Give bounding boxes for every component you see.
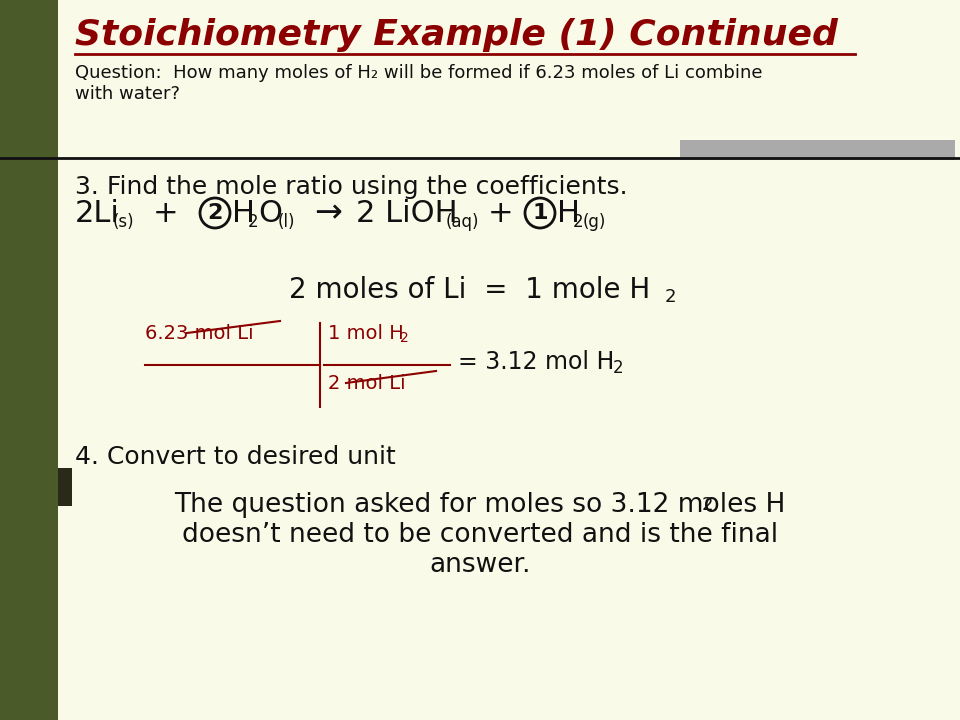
Text: H: H [232, 199, 255, 228]
Text: doesn’t need to be converted and is the final: doesn’t need to be converted and is the … [182, 522, 778, 548]
Text: (l): (l) [278, 213, 296, 231]
Text: O: O [258, 199, 282, 228]
Text: 4. Convert to desired unit: 4. Convert to desired unit [75, 445, 396, 469]
Text: 6.23 mol Li: 6.23 mol Li [145, 324, 253, 343]
Bar [58, 468, 72, 506]
Text: Question:  How many moles of H₂ will be formed if 6.23 moles of Li combine
with : Question: How many moles of H₂ will be f… [75, 64, 762, 103]
Text: +: + [153, 199, 179, 228]
Text: 1 mol H: 1 mol H [328, 324, 404, 343]
Text: 2 moles of Li  =  1 mole H: 2 moles of Li = 1 mole H [289, 276, 651, 304]
Text: 2: 2 [665, 288, 677, 306]
Text: (aq): (aq) [446, 213, 479, 231]
Text: 2: 2 [702, 496, 713, 514]
Text: 1: 1 [532, 203, 548, 223]
Text: 2: 2 [207, 203, 223, 223]
Text: 2 mol Li: 2 mol Li [328, 374, 406, 393]
Text: answer.: answer. [429, 552, 531, 578]
Text: 2: 2 [400, 331, 409, 345]
Text: Stoichiometry Example (1) Continued: Stoichiometry Example (1) Continued [75, 18, 838, 52]
Text: 2 LiOH: 2 LiOH [356, 199, 458, 228]
Bar [0, 0, 58, 720]
Text: = 3.12 mol H: = 3.12 mol H [458, 350, 614, 374]
Text: (g): (g) [583, 213, 607, 231]
Text: (s): (s) [113, 213, 134, 231]
Text: H: H [557, 199, 580, 228]
Bar [680, 140, 955, 160]
Text: +: + [488, 199, 514, 228]
Text: The question asked for moles so 3.12 moles H: The question asked for moles so 3.12 mol… [175, 492, 785, 518]
Text: 2: 2 [248, 213, 258, 231]
Text: 2: 2 [573, 213, 584, 231]
Text: 2Li: 2Li [75, 199, 120, 228]
Text: →: → [314, 196, 342, 229]
Text: 2: 2 [613, 359, 624, 377]
Text: 3. Find the mole ratio using the coefficients.: 3. Find the mole ratio using the coeffic… [75, 175, 628, 199]
